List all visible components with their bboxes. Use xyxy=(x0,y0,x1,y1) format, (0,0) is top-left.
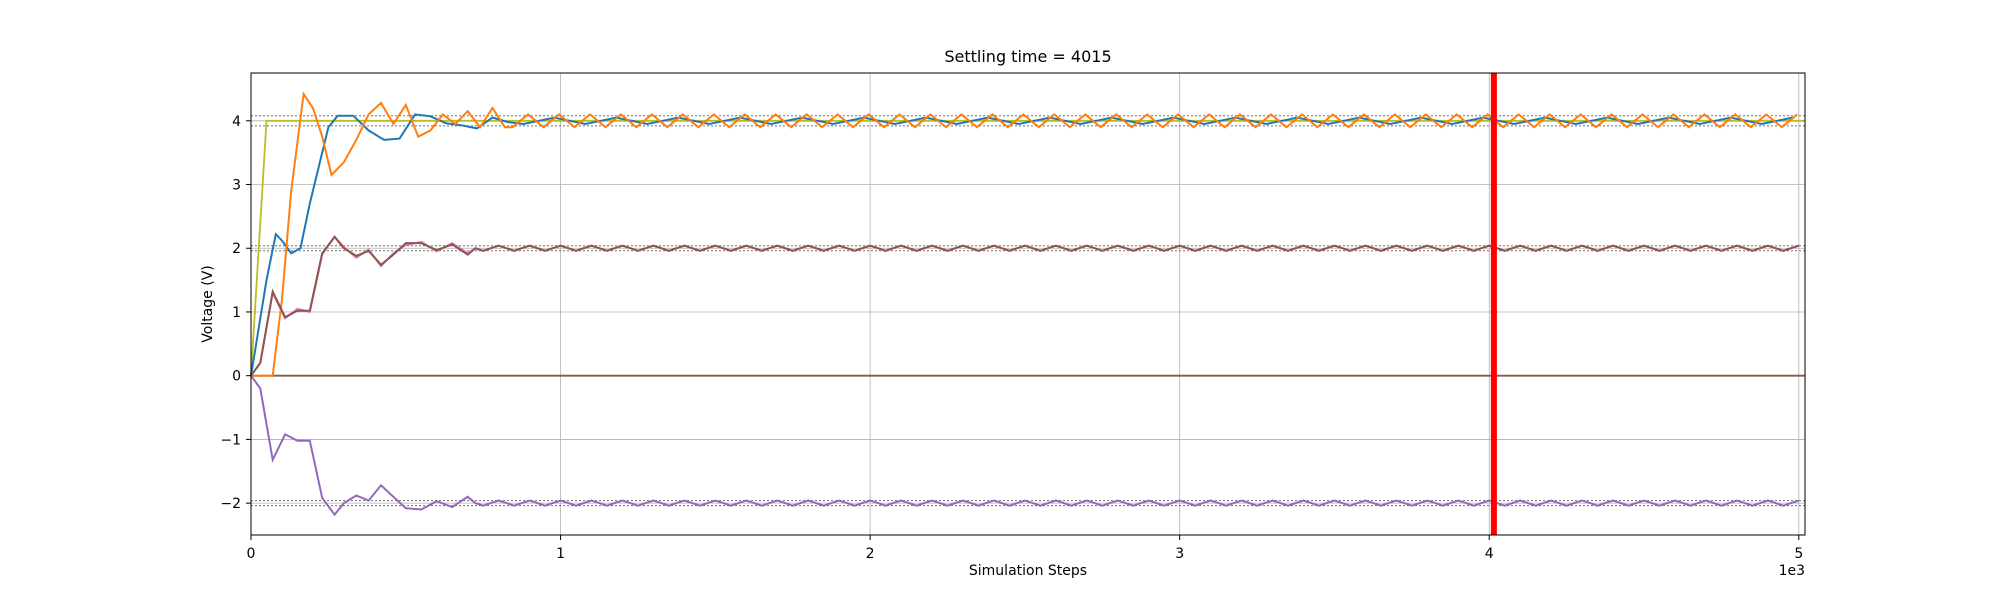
x-tick-label: 0 xyxy=(247,546,256,562)
x-axis-ticks: 0 1 2 3 4 5 xyxy=(247,535,1803,562)
series-line xyxy=(250,235,1800,377)
y-tick-label: −2 xyxy=(220,496,241,512)
y-tick-label: 2 xyxy=(232,241,241,257)
y-tick-label: 0 xyxy=(232,369,241,385)
x-tick-label: 2 xyxy=(866,546,875,562)
y-axis-label: Voltage (V) xyxy=(200,265,216,342)
y-tick-label: 1 xyxy=(232,305,241,321)
series-line xyxy=(250,375,1800,517)
y-axis-ticks: −2 −1 0 1 2 3 4 xyxy=(220,114,251,512)
x-tick-label: 3 xyxy=(1175,546,1184,562)
y-tick-label: 3 xyxy=(232,178,241,194)
series-line xyxy=(251,91,1798,377)
series-lines xyxy=(250,91,1805,517)
x-axis-label: Simulation Steps xyxy=(969,563,1087,579)
y-tick-label: 4 xyxy=(232,114,241,130)
x-axis-offset-label: 1e3 xyxy=(1779,563,1805,579)
y-tick-label: −1 xyxy=(220,432,241,448)
reference-line xyxy=(250,119,1805,376)
chart-title: Settling time = 4015 xyxy=(944,47,1111,66)
x-tick-label: 4 xyxy=(1485,546,1494,562)
x-tick-label: 1 xyxy=(556,546,565,562)
plot-frame xyxy=(250,72,1806,536)
x-tick-label: 5 xyxy=(1794,546,1803,562)
